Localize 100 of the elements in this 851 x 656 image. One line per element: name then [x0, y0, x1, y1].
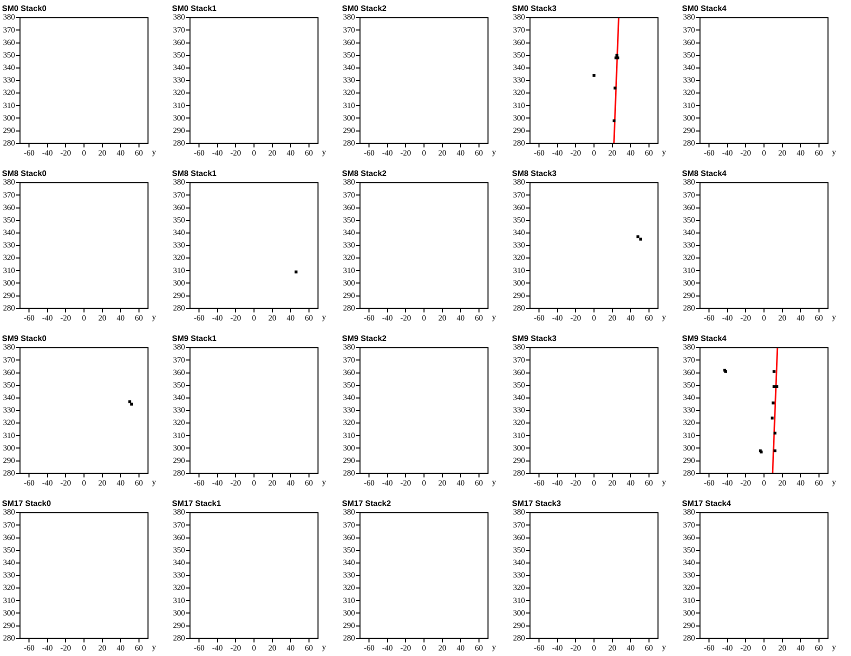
x-tick-label: -60 [704, 643, 714, 652]
y-tick-label: 370 [173, 355, 185, 364]
y-tick-label: 360 [343, 202, 355, 212]
x-tick-label: 60 [304, 148, 313, 158]
y-tick-label: 340 [513, 558, 525, 568]
y-tick-label: 290 [173, 290, 185, 300]
y-tick-label: 340 [513, 228, 525, 238]
y-tick-label: 290 [3, 620, 15, 630]
y-tick-label: 360 [173, 532, 185, 542]
y-tick-label: 370 [343, 520, 355, 530]
y-tick-label: 310 [173, 596, 185, 605]
x-tick-label: 60 [474, 313, 483, 322]
y-tick-label: 380 [343, 508, 355, 517]
y-tick-label: 310 [3, 266, 15, 275]
y-tick-label: 350 [173, 215, 185, 224]
y-tick-label: 350 [513, 50, 525, 60]
x-tick-label: 60 [474, 148, 483, 158]
y-tick-label: 310 [173, 266, 185, 275]
x-tick-label: 0 [762, 148, 766, 158]
x-tick-label: -20 [740, 313, 752, 322]
y-tick-label: 370 [683, 190, 695, 200]
y-tick-label: 280 [683, 303, 695, 312]
x-axis-title: y [152, 477, 156, 486]
y-tick-label: 350 [513, 215, 525, 224]
y-tick-label: 320 [683, 583, 695, 592]
chart-title: SM17 Stack1 [172, 499, 222, 508]
y-tick-label: 350 [343, 215, 355, 224]
x-tick-label: 0 [422, 313, 426, 322]
y-tick-label: 300 [173, 278, 185, 288]
x-tick-label: 40 [456, 643, 465, 652]
x-tick-label: -40 [552, 478, 563, 488]
y-tick-label: 340 [3, 63, 15, 72]
x-tick-label: 40 [796, 478, 805, 488]
y-tick-label: 360 [173, 368, 185, 377]
x-tick-label: -60 [534, 478, 544, 488]
y-tick-label: 310 [683, 596, 695, 605]
y-tick-label: 310 [173, 430, 185, 440]
y-tick-label: 380 [3, 12, 15, 22]
chart-title: SM0 Stack4 [682, 4, 728, 14]
y-tick-label: 290 [3, 456, 15, 465]
y-tick-label: 330 [683, 240, 695, 250]
x-axis-title: y [322, 147, 326, 156]
y-tick-label: 320 [173, 253, 185, 262]
x-tick-label: 20 [268, 313, 276, 322]
x-tick-label: -60 [364, 478, 374, 488]
y-tick-label: 330 [683, 570, 695, 580]
x-tick-label: -20 [230, 148, 242, 158]
x-tick-label: -40 [42, 313, 53, 322]
chart-title: SM0 Stack1 [172, 4, 218, 14]
y-tick-label: 350 [3, 215, 15, 224]
y-tick-label: 300 [513, 278, 525, 288]
x-tick-label: 60 [814, 313, 823, 322]
y-tick-label: 340 [173, 228, 185, 238]
y-tick-label: 280 [173, 468, 185, 478]
x-tick-label: -40 [382, 478, 393, 488]
x-tick-label: 0 [422, 478, 426, 488]
y-tick-label: 280 [3, 633, 15, 642]
y-tick-label: 370 [3, 25, 15, 34]
y-tick-label: 350 [513, 545, 525, 554]
y-tick-label: 380 [173, 178, 185, 187]
x-tick-label: 0 [762, 643, 766, 652]
x-tick-label: 60 [644, 478, 653, 488]
y-tick-label: 350 [173, 545, 185, 554]
x-tick-label: -20 [230, 478, 242, 488]
x-tick-label: 20 [438, 643, 446, 652]
y-tick-label: 300 [3, 278, 15, 288]
x-tick-label: 60 [474, 643, 483, 652]
x-tick-label: -40 [722, 478, 733, 488]
y-tick-label: 380 [343, 342, 355, 352]
y-tick-label: 310 [343, 596, 355, 605]
x-axis-title: y [492, 642, 496, 652]
y-tick-label: 290 [343, 620, 355, 630]
x-tick-label: 40 [626, 643, 635, 652]
point [774, 449, 776, 452]
y-tick-label: 370 [683, 25, 695, 34]
x-tick-label: -40 [212, 148, 223, 158]
y-tick-label: 300 [173, 443, 185, 452]
x-tick-label: -40 [42, 478, 53, 488]
y-tick-label: 360 [343, 38, 355, 47]
y-tick-label: 380 [173, 508, 185, 517]
y-tick-label: 340 [3, 228, 15, 238]
y-tick-label: 330 [683, 76, 695, 85]
x-tick-label: -60 [534, 643, 544, 652]
y-tick-label: 360 [683, 532, 695, 542]
x-tick-label: 40 [456, 478, 465, 488]
x-tick-label: -20 [740, 478, 752, 488]
chart-title: SM17 Stack2 [342, 499, 392, 508]
x-tick-label: 20 [778, 478, 786, 488]
chart-title: SM0 Stack3 [512, 4, 558, 14]
x-tick-label: -60 [24, 478, 34, 488]
x-tick-label: 40 [116, 643, 125, 652]
y-tick-label: 330 [3, 570, 15, 580]
y-tick-label: 380 [173, 342, 185, 352]
x-tick-label: -20 [400, 313, 412, 322]
x-axis-title: y [322, 477, 326, 486]
y-tick-label: 290 [683, 620, 695, 630]
x-axis-title: y [322, 312, 326, 322]
y-tick-label: 350 [513, 380, 525, 390]
x-tick-label: 0 [592, 478, 596, 488]
y-tick-label: 320 [683, 418, 695, 428]
